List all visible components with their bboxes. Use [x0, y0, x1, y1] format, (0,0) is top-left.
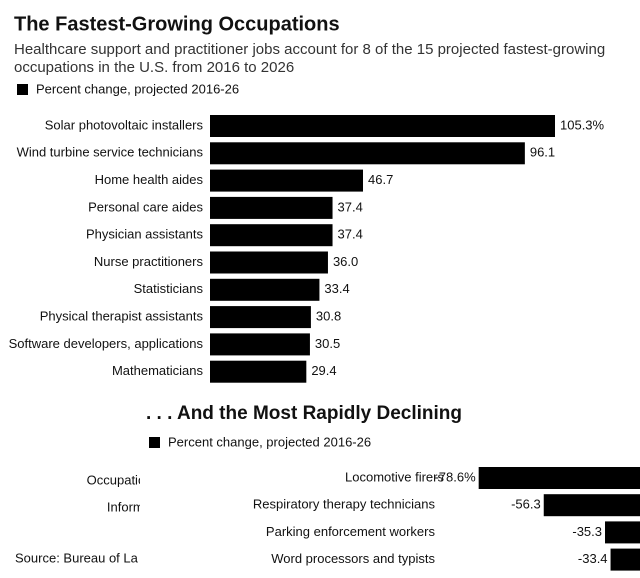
bar — [543, 494, 640, 517]
subtitle: occupations in the U.S. from 2016 to 202… — [14, 59, 294, 76]
inset-title: . . . And the Most Rapidly Declining — [146, 403, 462, 424]
value-label: 29.4 — [311, 363, 336, 378]
value-label: 37.4 — [338, 199, 363, 214]
legend-label: Percent change, projected 2016-26 — [36, 81, 239, 96]
subtitle: Healthcare support and practitioner jobs… — [14, 41, 605, 58]
value-label: -33.4 — [578, 551, 608, 566]
value-label: 36.0 — [333, 254, 358, 269]
y-tick-label: Home health aides — [95, 172, 204, 187]
value-label: 96.1 — [530, 145, 555, 160]
bar — [610, 548, 640, 571]
y-tick-label: Wind turbine service technicians — [17, 145, 204, 160]
bar — [210, 360, 307, 383]
y-tick-label: Physical therapist assistants — [40, 309, 204, 324]
bar — [210, 224, 333, 247]
legend-swatch — [149, 437, 160, 448]
value-label: 37.4 — [338, 227, 363, 242]
y-tick-label: Solar photovoltaic installers — [45, 117, 204, 132]
y-tick-label: Word processors and typists — [271, 551, 435, 566]
value-label: -56.3 — [511, 497, 541, 512]
legend-label: Percent change, projected 2016-26 — [168, 434, 371, 449]
bar — [210, 251, 328, 274]
inset-chart: . . . And the Most Rapidly Declining Per… — [140, 390, 640, 578]
y-tick-label: Respiratory therapy technicians — [253, 497, 436, 512]
source: Source: Bureau of La — [15, 550, 139, 565]
value-label: 30.8 — [316, 309, 341, 324]
y-tick-label: Nurse practitioners — [94, 254, 204, 269]
y-tick-label: Software developers, applications — [9, 336, 204, 351]
bar — [210, 169, 364, 192]
value-label: 105.3% — [560, 117, 605, 132]
y-tick-label: Parking enforcement workers — [266, 524, 436, 539]
value-label: -78.6% — [434, 469, 476, 484]
bar — [210, 196, 333, 219]
bar — [210, 142, 525, 165]
bar — [210, 333, 310, 356]
y-tick-label: Statisticians — [134, 281, 204, 296]
bar — [210, 306, 311, 329]
bar — [478, 467, 640, 489]
y-tick-label: Mathematicians — [112, 363, 204, 378]
main-chart: Solar photovoltaic installers 105.3% Wind … — [9, 115, 605, 515]
y-tick-label: Physician assistants — [86, 227, 204, 242]
chart-title: The Fastest-Growing Occupations — [14, 13, 340, 35]
y-tick-label: Locomotive firers — [345, 469, 444, 484]
value-label: 46.7 — [368, 172, 393, 187]
bar — [605, 521, 640, 544]
bar — [210, 278, 320, 301]
value-label: -35.3 — [572, 524, 602, 539]
value-label: 33.4 — [324, 281, 349, 296]
value-label: 30.5 — [315, 336, 340, 351]
y-tick-label: Personal care aides — [88, 199, 203, 214]
bar — [210, 115, 556, 137]
legend-swatch — [17, 84, 28, 95]
